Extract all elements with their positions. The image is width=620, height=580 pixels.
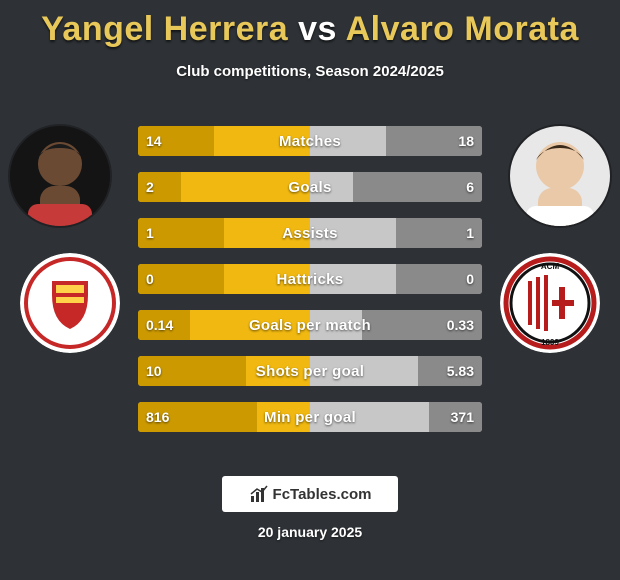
stat-row: Goals per match0.14 0.33 — [138, 310, 482, 340]
stat-row: Matches14 18 — [138, 126, 482, 156]
stat-value-left: 10 — [146, 356, 162, 386]
stat-value-right: 18 — [458, 126, 474, 156]
stat-value-right: 0 — [466, 264, 474, 294]
site-logo: FcTables.com — [222, 476, 398, 512]
player1-avatar-icon — [10, 126, 110, 226]
stat-value-right: 371 — [451, 402, 474, 432]
stat-label: Min per goal — [138, 402, 482, 432]
stat-bars: Matches14 18 Goals2 6 Assists1 1 Hattricks0 0 Go… — [138, 126, 482, 448]
player1-avatar — [10, 126, 110, 226]
svg-text:ACM: ACM — [541, 262, 560, 271]
stat-row: Min per goal816 371 — [138, 402, 482, 432]
stat-value-left: 816 — [146, 402, 169, 432]
player2-avatar-icon — [510, 126, 610, 226]
chart-icon — [249, 484, 269, 504]
stat-row: Hattricks0 0 — [138, 264, 482, 294]
stat-value-left: 14 — [146, 126, 162, 156]
stat-value-right: 5.83 — [447, 356, 474, 386]
stat-value-right: 6 — [466, 172, 474, 202]
stat-value-right: 0.33 — [447, 310, 474, 340]
svg-text:1899: 1899 — [541, 338, 559, 347]
player2-club-badge: ACM 1899 — [500, 253, 600, 353]
main-panel: ACM 1899 Matches14 18 Goals2 6 Assists1 1 Hatt… — [0, 108, 620, 438]
stat-label: Assists — [138, 218, 482, 248]
girona-badge-icon — [20, 253, 120, 353]
stat-label: Goals per match — [138, 310, 482, 340]
stat-row: Shots per goal10 5.83 — [138, 356, 482, 386]
stat-value-left: 0.14 — [146, 310, 173, 340]
footer-date: 20 january 2025 — [0, 524, 620, 540]
player2-name: Alvaro Morata — [346, 10, 579, 48]
stat-row: Assists1 1 — [138, 218, 482, 248]
stat-label: Shots per goal — [138, 356, 482, 386]
player1-name: Yangel Herrera — [41, 10, 288, 48]
stat-value-left: 0 — [146, 264, 154, 294]
acmilan-badge-icon: ACM 1899 — [500, 253, 600, 353]
vs-text: vs — [298, 10, 337, 48]
stat-value-right: 1 — [466, 218, 474, 248]
stat-label: Hattricks — [138, 264, 482, 294]
site-name: FcTables.com — [273, 486, 372, 503]
stat-row: Goals2 6 — [138, 172, 482, 202]
stat-value-left: 2 — [146, 172, 154, 202]
stat-label: Matches — [138, 126, 482, 156]
player1-club-badge — [20, 253, 120, 353]
stat-label: Goals — [138, 172, 482, 202]
stat-value-left: 1 — [146, 218, 154, 248]
subtitle: Club competitions, Season 2024/2025 — [0, 63, 620, 80]
player2-avatar — [510, 126, 610, 226]
comparison-title: Yangel Herrera vs Alvaro Morata — [0, 0, 620, 49]
